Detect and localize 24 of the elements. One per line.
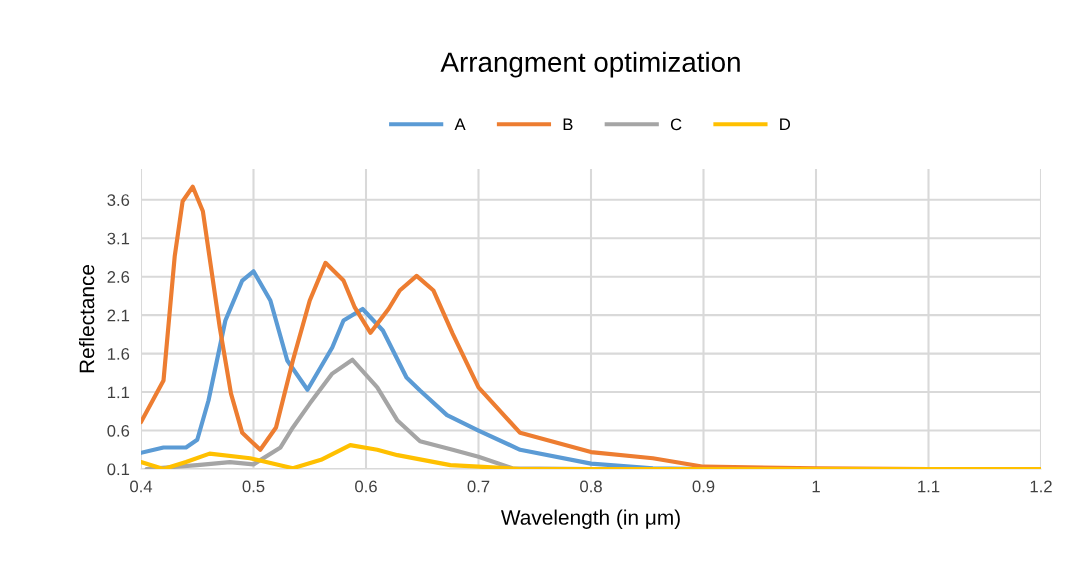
chart-title: Arrangment optimization: [440, 51, 740, 78]
x-tick-label: 0.4: [130, 480, 153, 493]
x-tick-label: 0.5: [242, 480, 265, 493]
x-tick-label: 1.1: [918, 480, 940, 493]
y-tick-label: 3.1: [107, 232, 130, 245]
x-tick-label: 0.6: [355, 480, 377, 493]
y-tick-label: 0.6: [107, 424, 130, 437]
legend-label: A: [454, 118, 466, 131]
x-axis-title: Wavelength (in μm): [500, 509, 680, 529]
y-tick-label: 3.6: [107, 194, 130, 206]
x-tick-label: 0.8: [580, 480, 602, 493]
y-tick-label: 2.6: [107, 271, 130, 283]
x-tick-label: 1: [812, 480, 820, 493]
y-tick-label: 1.6: [107, 348, 130, 360]
legend-label: B: [563, 118, 573, 131]
y-axis-title: Reflectance: [78, 264, 95, 373]
y-tick-label: 2.1: [107, 309, 130, 322]
legend-label: D: [780, 118, 791, 131]
y-tick-label: 1.1: [107, 386, 130, 399]
y-tick-label: 0.1: [107, 463, 130, 476]
x-tick-label: 1.2: [1030, 480, 1052, 493]
x-tick-label: 0.9: [692, 480, 715, 493]
legend-label: C: [670, 118, 682, 131]
x-tick-label: 0.7: [467, 480, 490, 493]
